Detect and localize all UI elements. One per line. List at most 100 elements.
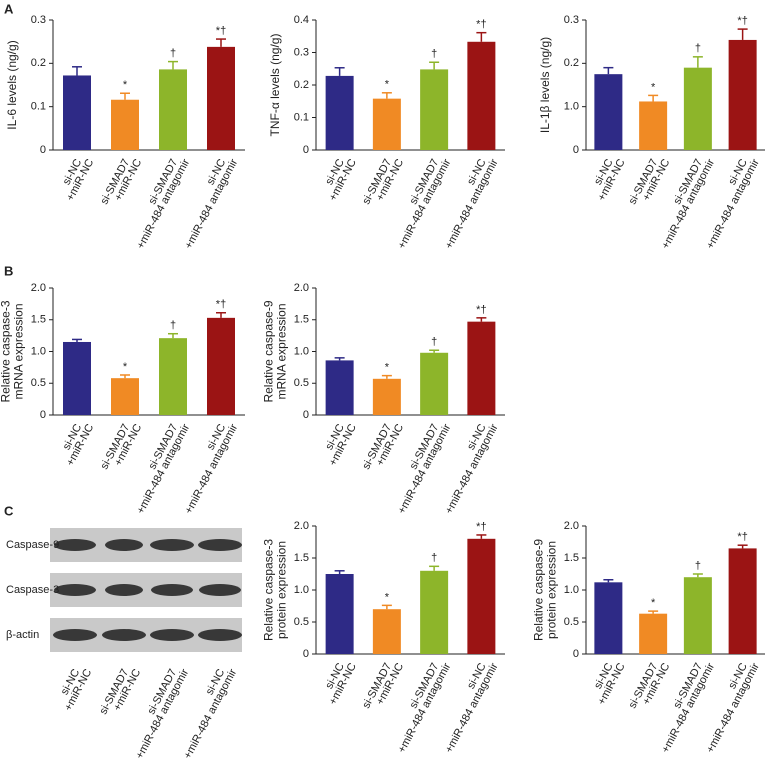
significance-mark: † [695,43,701,55]
y-tick-label: 0.2 [564,57,579,69]
significance-mark: † [170,320,176,332]
y-axis-label: mRNA expression [275,303,289,399]
bar [207,317,235,415]
y-axis-label: protein expression [545,541,559,639]
blot-band [54,584,96,596]
y-tick-label: 0.5 [564,616,579,628]
y-tick-label: 0 [303,144,309,156]
blot-band [199,584,241,596]
y-tick-label: 0 [573,648,579,660]
y-tick-label: 0.3 [294,46,309,58]
bar [63,75,91,150]
bar [325,574,354,654]
blot-band [53,629,97,641]
y-axis-label: Relative caspase-3 [262,539,276,641]
panel-label: B [4,263,13,278]
bar [594,582,623,654]
blot-band [198,539,242,551]
bar [420,352,449,415]
y-tick-label: 0.1 [31,101,46,113]
bar [111,99,139,150]
blot-band [150,629,194,641]
y-axis-label: TNF-α levels (ng/g) [268,34,282,137]
blot-row-label: Caspase-9 [6,539,59,551]
y-tick-label: 0 [303,648,309,660]
bar [159,69,187,150]
bar [728,548,757,654]
y-axis-label: Relative caspase-9 [532,539,546,641]
y-tick-label: 0 [303,409,309,421]
blot-row-label: β-actin [6,629,39,641]
significance-mark: * [385,79,390,91]
blot-band [102,629,146,641]
bar [63,341,91,415]
y-tick-label: 1.5 [31,314,46,326]
y-axis-label: Relative caspase-3 [0,300,13,402]
y-tick-label: 1.5 [564,552,579,564]
significance-mark: *† [476,19,486,31]
y-tick-label: 0.4 [294,14,309,26]
y-axis-label: Relative caspase-9 [262,300,276,402]
significance-mark: † [431,552,437,564]
panel-label: A [4,1,14,16]
y-tick-label: 0.2 [31,57,46,69]
significance-mark: * [651,597,656,609]
bar [372,378,401,415]
y-tick-label: 1.0 [31,345,46,357]
bar [594,74,623,150]
panel-label: C [4,503,14,518]
y-tick-label: 1.0 [564,584,579,596]
y-axis-label: mRNA expression [12,303,26,399]
y-tick-label: 0.5 [294,377,309,389]
significance-mark: *† [737,531,747,543]
bar [111,378,139,415]
significance-mark: * [123,361,128,373]
y-axis-label: IL-6 levels (ng/g) [5,40,19,129]
y-tick-label: 0 [40,409,46,421]
y-tick-label: 0.1 [294,111,309,123]
significance-mark: * [123,79,128,91]
significance-mark: *† [476,521,486,533]
significance-mark: * [385,362,390,374]
bar [467,41,496,150]
y-tick-label: 1.0 [294,345,309,357]
bar [372,98,401,150]
bar [420,570,449,654]
significance-mark: *† [737,15,747,27]
bar [639,101,668,150]
y-tick-label: 0.5 [294,616,309,628]
blot-row-label: Caspase-3 [6,584,59,596]
y-tick-label: 0 [573,144,579,156]
bar [420,69,449,150]
bar [372,609,401,654]
y-tick-label: 1.0 [294,584,309,596]
bar [159,338,187,415]
y-tick-label: 0 [40,144,46,156]
significance-mark: * [385,591,390,603]
bar [325,75,354,150]
blot-band [105,539,143,551]
significance-mark: † [431,336,437,348]
y-tick-label: 0.5 [31,377,46,389]
significance-mark: * [651,81,656,93]
blot-band [150,539,194,551]
y-tick-label: 2.0 [564,520,579,532]
y-axis-label: protein expression [275,541,289,639]
significance-mark: *† [476,304,486,316]
significance-mark: *† [216,299,226,311]
significance-mark: † [695,560,701,572]
significance-mark: † [170,48,176,60]
significance-mark: *† [216,25,226,37]
blot-band [54,539,96,551]
y-tick-label: 2.0 [294,520,309,532]
y-tick-label: 2.0 [31,282,46,294]
y-axis-label: IL-1β levels (ng/g) [538,37,552,133]
bar [639,613,668,654]
y-tick-label: 1.5 [294,552,309,564]
bar [467,321,496,415]
y-tick-label: 1.5 [294,314,309,326]
significance-mark: † [431,48,437,60]
bar [683,577,712,654]
y-tick-label: 0.3 [31,14,46,26]
